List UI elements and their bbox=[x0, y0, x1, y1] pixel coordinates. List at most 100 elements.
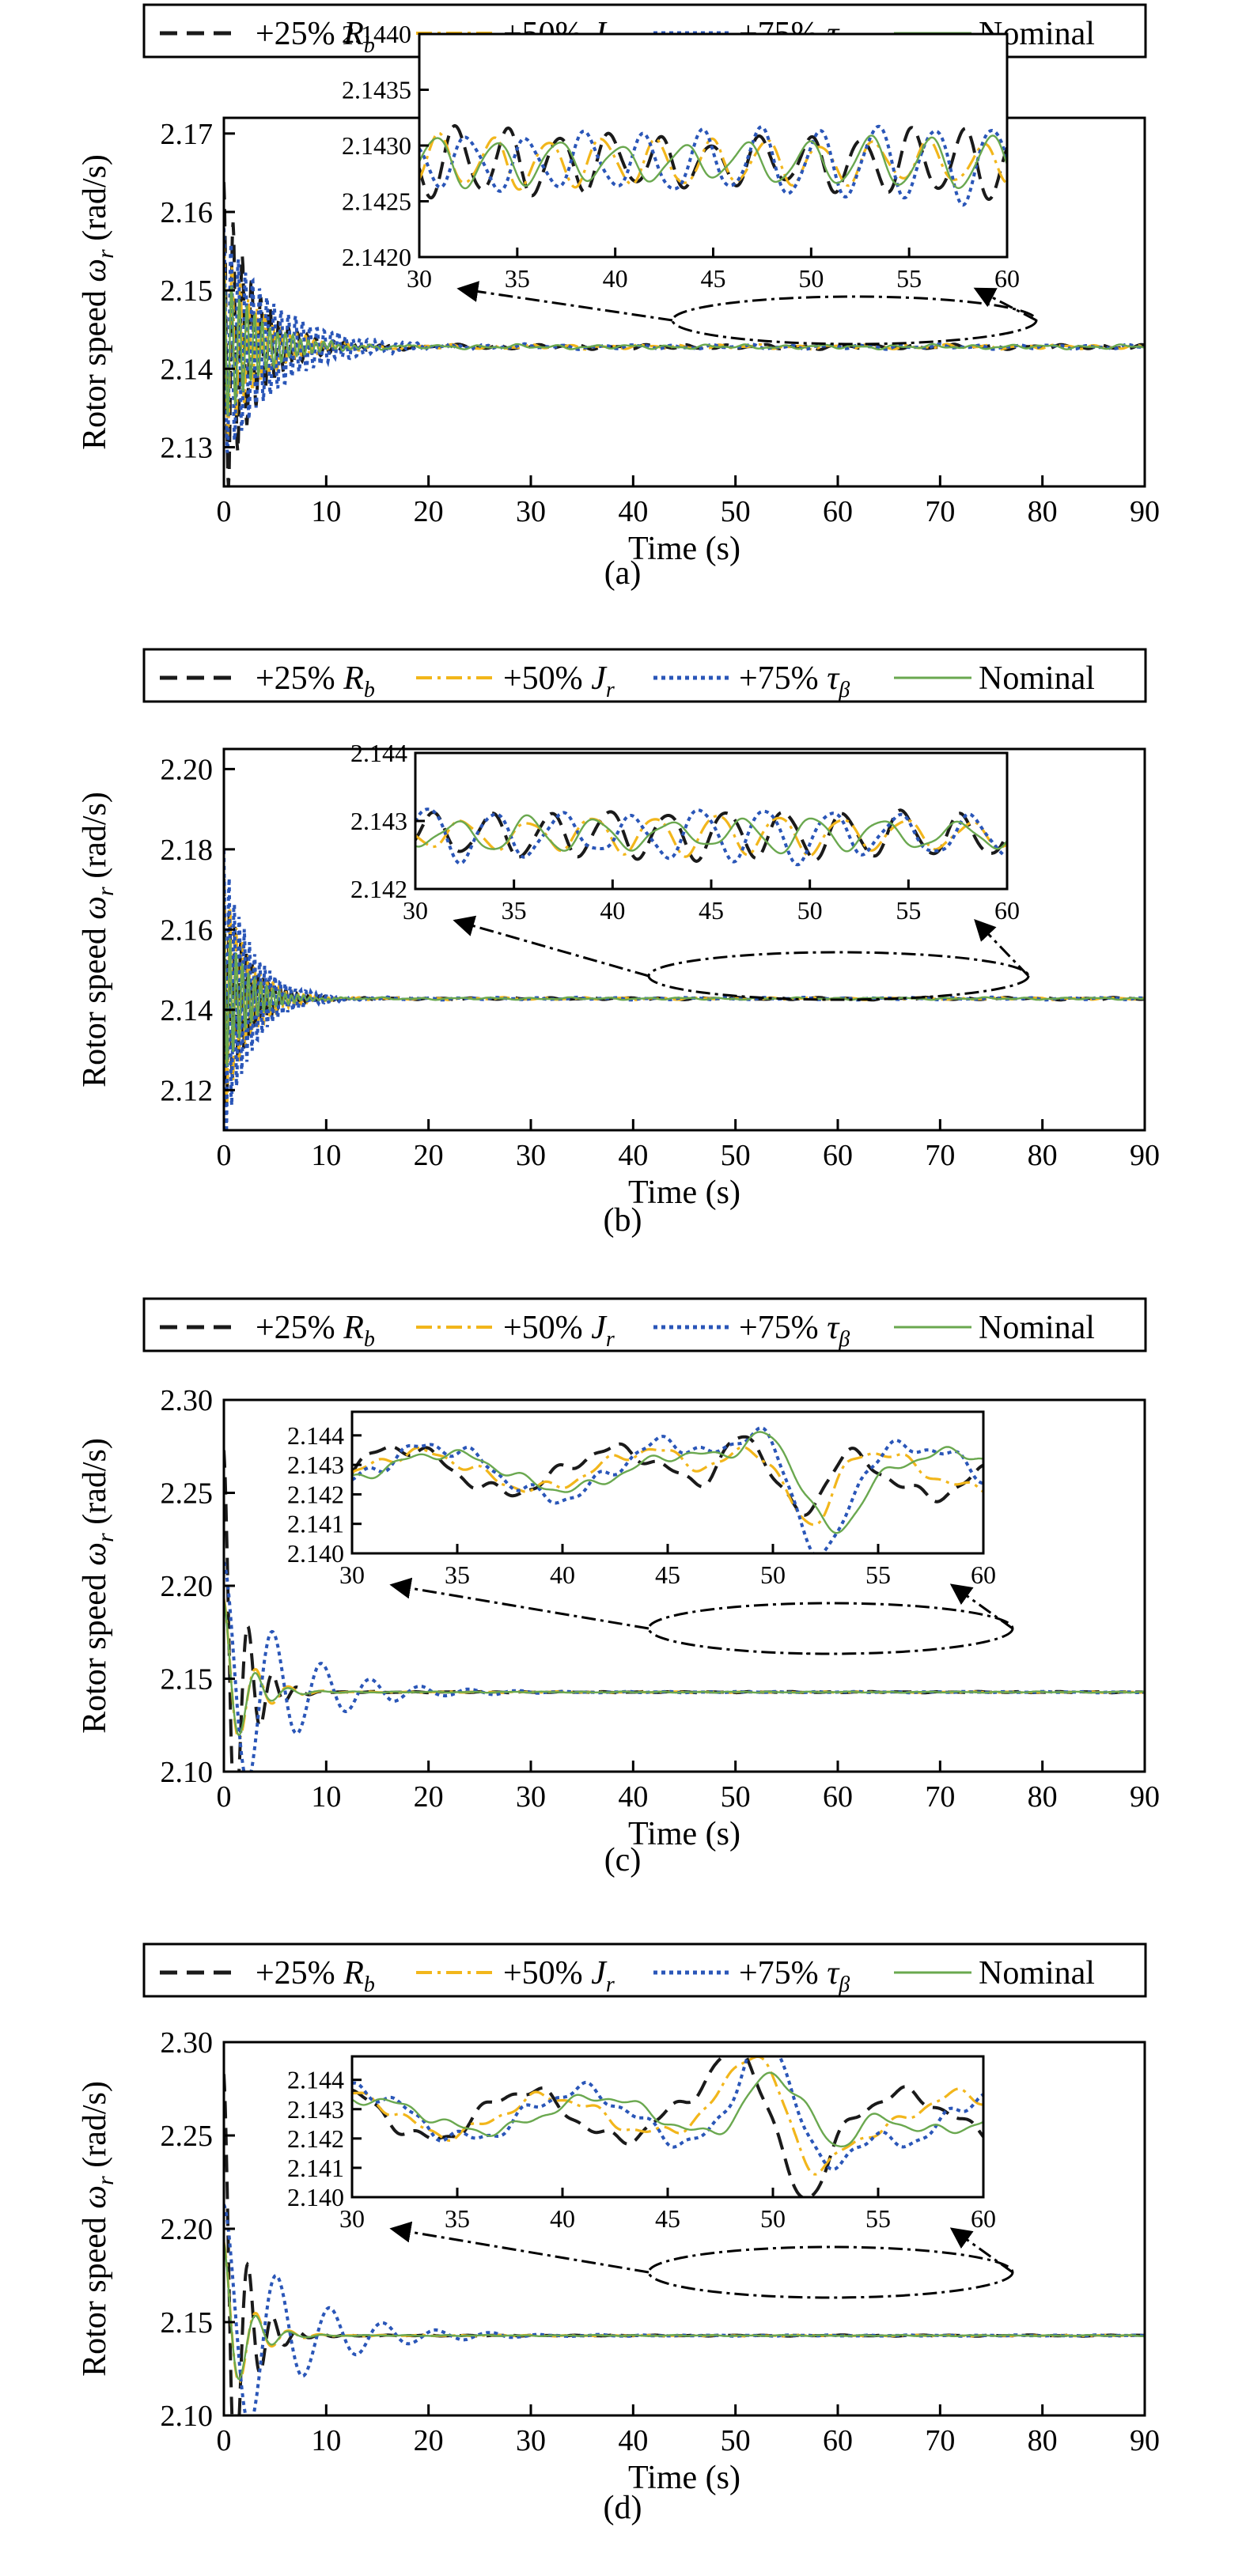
zoom-arrow-left bbox=[389, 1577, 650, 1630]
series-line-nominal bbox=[224, 1598, 1145, 1737]
x-tick-label: 70 bbox=[925, 495, 955, 528]
inset-x-tick-label: 45 bbox=[701, 264, 726, 293]
zoom-region-ellipse bbox=[671, 295, 1038, 346]
x-tick-label: 20 bbox=[414, 1139, 444, 1172]
inset-x-tick-label: 55 bbox=[896, 264, 922, 293]
inset-x-tick-label: 30 bbox=[339, 1560, 365, 1589]
inset-x-tick-label: 40 bbox=[603, 264, 628, 293]
inset-x-tick-label: 40 bbox=[550, 2204, 575, 2233]
panel-caption: (b) bbox=[604, 1202, 642, 1239]
legend-label-rb: +25% Rb bbox=[256, 1955, 375, 1997]
inset-y-tick-label: 2.143 bbox=[287, 1451, 344, 1479]
inset-x-tick-label: 35 bbox=[445, 1560, 470, 1589]
x-axis-label: Time (s) bbox=[628, 2460, 740, 2496]
x-tick-label: 10 bbox=[311, 1139, 341, 1172]
inset-x-tick-label: 35 bbox=[445, 2204, 470, 2233]
y-axis-label: Rotor speed ωr (rad/s) bbox=[77, 1438, 119, 1734]
y-tick-label: 2.18 bbox=[161, 834, 214, 867]
inset-y-tick-label: 2.141 bbox=[287, 2154, 344, 2182]
inset-x-tick-label: 30 bbox=[403, 896, 428, 925]
zoom-region-ellipse bbox=[647, 951, 1030, 1001]
x-tick-label: 50 bbox=[721, 495, 751, 528]
zoom-arrow-right bbox=[973, 287, 1037, 322]
inset-y-tick-label: 2.140 bbox=[287, 1539, 344, 1568]
inset-series-line-nominal bbox=[419, 134, 1007, 190]
legend-label-tau: +75% τβ bbox=[739, 660, 850, 702]
inset-x-tick-label: 40 bbox=[550, 1560, 575, 1589]
inset-series-group bbox=[352, 2056, 983, 2197]
zoom-arrow-left bbox=[389, 2221, 650, 2274]
x-tick-label: 20 bbox=[414, 495, 444, 528]
zoom-arrow-left bbox=[453, 915, 650, 978]
x-tick-label: 10 bbox=[311, 495, 341, 528]
y-tick-label: 2.25 bbox=[161, 1477, 214, 1511]
y-tick-label: 2.10 bbox=[161, 1756, 214, 1789]
x-tick-label: 60 bbox=[823, 1139, 853, 1172]
x-tick-label: 80 bbox=[1028, 1780, 1058, 1814]
x-tick-label: 60 bbox=[823, 495, 853, 528]
x-tick-label: 10 bbox=[311, 1780, 341, 1814]
x-tick-label: 70 bbox=[925, 1780, 955, 1814]
inset-y-tick-label: 2.1425 bbox=[342, 187, 411, 216]
x-axis-label: Time (s) bbox=[628, 1816, 740, 1852]
x-tick-label: 0 bbox=[217, 1139, 232, 1172]
x-tick-label: 0 bbox=[217, 495, 232, 528]
inset-series-line-tau bbox=[352, 1426, 983, 1553]
chart-panel-2: +25% Rb +50% Jr +75% τβ Nominal 0 10 20 30 40 50 6… bbox=[77, 648, 1160, 1239]
inset-y-tick-label: 2.143 bbox=[350, 807, 407, 835]
inset-x-tick-label: 30 bbox=[339, 2204, 365, 2233]
chart-panel-3: +25% Rb +50% Jr +75% τβ Nominal 0 10 20 30 40 50 6… bbox=[77, 1297, 1160, 1878]
inset-x-tick-label: 35 bbox=[505, 264, 530, 293]
inset-x-tick-label: 50 bbox=[760, 1560, 786, 1589]
x-tick-label: 80 bbox=[1028, 495, 1058, 528]
x-tick-label: 70 bbox=[925, 1139, 955, 1172]
inset-x-tick-label: 60 bbox=[994, 896, 1020, 925]
series-line-nominal bbox=[224, 918, 1145, 1067]
legend-box bbox=[142, 648, 1147, 703]
inset-y-tick-label: 2.142 bbox=[287, 2124, 344, 2153]
inset-x-tick-label: 55 bbox=[896, 896, 921, 925]
inset-series-line-nominal bbox=[352, 1431, 983, 1534]
y-tick-label: 2.14 bbox=[161, 353, 214, 386]
inset-x-tick-label: 45 bbox=[699, 896, 724, 925]
legend-label-rb: +25% Rb bbox=[256, 660, 375, 702]
series-line-jr bbox=[224, 2241, 1145, 2384]
x-tick-label: 20 bbox=[414, 2424, 444, 2457]
inset-y-tick-label: 2.141 bbox=[287, 1510, 344, 1538]
y-tick-label: 2.13 bbox=[161, 431, 214, 464]
x-tick-label: 30 bbox=[516, 2424, 546, 2457]
x-axis-label: Time (s) bbox=[628, 531, 740, 567]
series-line-nominal bbox=[224, 267, 1145, 416]
inset-x-tick-label: 55 bbox=[865, 1560, 891, 1589]
inset-series-line-tau bbox=[352, 2056, 983, 2172]
inset-series-line-jr bbox=[352, 1446, 983, 1526]
x-tick-label: 90 bbox=[1130, 1780, 1160, 1814]
inset-y-tick-label: 2.144 bbox=[287, 1421, 344, 1450]
inset-x-tick-label: 45 bbox=[655, 2204, 680, 2233]
y-axis-label: Rotor speed ωr (rad/s) bbox=[77, 792, 119, 1088]
x-tick-label: 40 bbox=[618, 1780, 648, 1814]
series-line-jr bbox=[224, 1598, 1145, 1741]
inset-x-tick-label: 45 bbox=[655, 1560, 680, 1589]
x-tick-label: 10 bbox=[311, 2424, 341, 2457]
x-tick-label: 90 bbox=[1130, 495, 1160, 528]
legend-label-tau: +75% τβ bbox=[739, 1310, 850, 1352]
y-tick-label: 2.15 bbox=[161, 2306, 214, 2340]
legend-label-nominal: Nominal bbox=[979, 1955, 1095, 1992]
inset-x-tick-label: 60 bbox=[971, 2204, 996, 2233]
inset-x-tick-label: 50 bbox=[797, 896, 823, 925]
y-tick-label: 2.15 bbox=[161, 274, 214, 308]
series-line-nominal bbox=[224, 2241, 1145, 2381]
inset-series-line-nominal bbox=[352, 2071, 983, 2148]
inset-y-tick-label: 2.142 bbox=[287, 1480, 344, 1508]
x-tick-label: 0 bbox=[217, 2424, 232, 2457]
inset-y-tick-label: 2.143 bbox=[287, 2095, 344, 2124]
y-tick-label: 2.25 bbox=[161, 2120, 214, 2153]
y-tick-label: 2.17 bbox=[161, 118, 214, 151]
y-tick-label: 2.20 bbox=[161, 2213, 214, 2246]
inset-y-tick-label: 2.144 bbox=[350, 739, 407, 767]
inset-x-tick-label: 55 bbox=[865, 2204, 891, 2233]
x-tick-label: 0 bbox=[217, 1780, 232, 1814]
y-tick-label: 2.15 bbox=[161, 1663, 214, 1697]
